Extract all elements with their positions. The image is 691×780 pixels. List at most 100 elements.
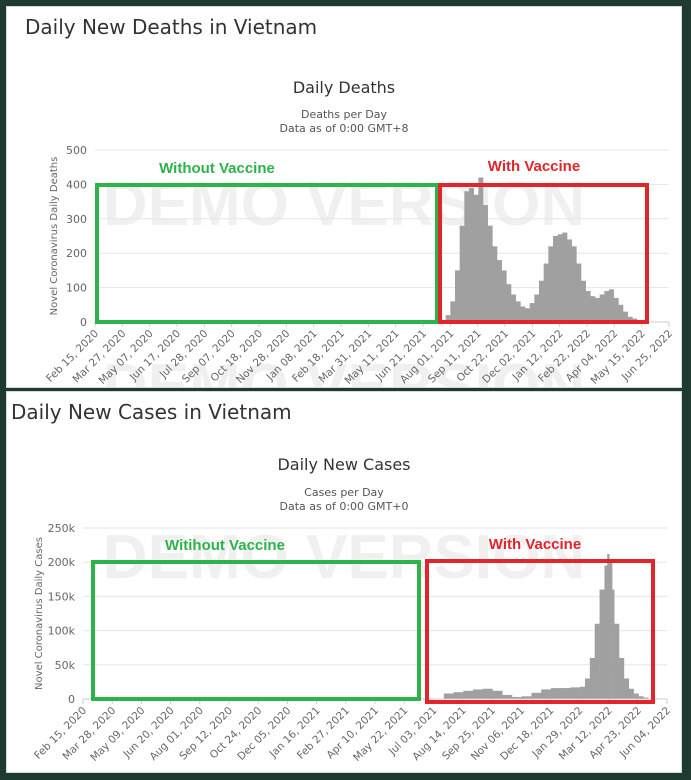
- data-bar: [511, 294, 516, 322]
- y-tick-label: 200: [66, 247, 87, 260]
- data-bar: [520, 306, 526, 322]
- deaths-panel-heading: Daily New Deaths in Vietnam: [25, 15, 318, 39]
- y-tick-label: 250k: [48, 522, 76, 535]
- data-bar: [594, 623, 600, 699]
- data-bar: [501, 270, 507, 322]
- data-bar: [560, 688, 571, 699]
- chart-title: Daily New Cases: [277, 455, 410, 474]
- data-bar: [623, 678, 630, 699]
- data-bar: [487, 225, 493, 322]
- data-bar: [584, 678, 591, 699]
- data-bar: [633, 693, 639, 699]
- data-bar: [619, 657, 625, 699]
- deaths-panel: Daily New Deaths in Vietnam DEMO VERSION…: [6, 6, 682, 388]
- data-bar: [604, 565, 608, 699]
- data-bar: [463, 690, 474, 699]
- data-bar: [607, 553, 610, 699]
- y-tick-label: 0: [68, 693, 75, 706]
- y-axis-label: Novel Coronavirus Daily Cases: [34, 537, 45, 690]
- data-bar: [589, 657, 595, 699]
- data-bar: [445, 315, 451, 322]
- data-bar: [478, 177, 484, 322]
- chart-subtitle-timestamp: Data as of 0:00 GMT+0: [280, 500, 409, 513]
- y-axis-label: Novel Coronavirus Daily Deaths: [49, 157, 60, 316]
- data-bar: [614, 623, 620, 699]
- data-bar: [553, 236, 558, 322]
- data-bar: [482, 688, 493, 699]
- chart-subtitle: Cases per Day: [304, 486, 384, 499]
- data-bar: [585, 291, 591, 322]
- with-vaccine-box: [425, 559, 655, 704]
- data-bar: [506, 284, 512, 322]
- data-bar: [525, 308, 530, 322]
- data-bar: [473, 194, 479, 322]
- data-bar: [492, 246, 498, 322]
- chart-subtitle: Deaths per Day: [301, 108, 387, 121]
- data-bar: [483, 205, 488, 322]
- cases-panel: Daily New Cases in Vietnam DEMO VERSION D…: [6, 391, 682, 773]
- data-bar: [473, 689, 484, 699]
- with-vaccine-label: With Vaccine: [488, 158, 580, 175]
- data-bar: [581, 280, 586, 322]
- data-bar: [643, 697, 649, 699]
- y-tick-label: 50k: [55, 659, 76, 672]
- data-bar: [604, 291, 610, 322]
- data-bar: [450, 301, 456, 322]
- chart-subtitle-timestamp: Data as of 0:00 GMT+8: [280, 122, 409, 135]
- data-bar: [541, 689, 552, 699]
- cases-chart: DEMO VERSION Daily New Cases Cases per Day…: [32, 455, 673, 764]
- data-bar: [539, 280, 544, 322]
- data-bar: [580, 686, 586, 699]
- data-bar: [638, 696, 644, 699]
- data-bar: [453, 692, 464, 699]
- without-vaccine-box: [95, 183, 439, 324]
- bottom-strip: [0, 774, 691, 780]
- data-bar: [599, 294, 605, 322]
- data-bar: [557, 234, 563, 322]
- data-bar: [571, 246, 577, 322]
- y-tick-label: 200k: [48, 556, 76, 569]
- data-bar: [529, 303, 535, 322]
- chart-title: Daily Deaths: [293, 78, 395, 97]
- data-bar: [543, 263, 549, 322]
- data-bar: [627, 316, 633, 322]
- y-tick-label: 400: [66, 178, 87, 191]
- data-bar: [459, 225, 465, 322]
- data-bar: [469, 187, 474, 322]
- data-bar: [595, 297, 600, 322]
- data-bar: [534, 294, 540, 322]
- data-bar: [531, 692, 542, 699]
- without-vaccine-label: Witihout Vaccine: [165, 537, 285, 554]
- without-vaccine-box: [91, 560, 421, 701]
- watermark-text: DEMO VERSION: [103, 523, 585, 592]
- deaths-chart: DEMO VERSION DEMO VERSION Daily Deaths Deat…: [44, 78, 675, 387]
- data-bar: [613, 297, 619, 322]
- data-bar: [609, 562, 613, 699]
- data-bar: [548, 246, 554, 322]
- data-bar: [502, 694, 513, 699]
- y-tick-label: 100: [66, 282, 87, 295]
- data-bar: [562, 232, 568, 322]
- cases-panel-heading: Daily New Cases in Vietnam: [11, 400, 292, 424]
- data-bar: [576, 263, 582, 322]
- without-vaccine-label: Without Vaccine: [159, 160, 275, 177]
- data-bar: [609, 289, 614, 322]
- data-bar: [590, 296, 596, 322]
- data-bar: [521, 696, 532, 699]
- data-bar: [515, 301, 521, 322]
- data-bar: [492, 690, 503, 699]
- data-bar: [612, 589, 615, 699]
- watermark-text: DEMO VERSION: [103, 352, 585, 387]
- watermark-text: DEMO VERSION: [103, 170, 585, 239]
- data-bar: [550, 688, 561, 699]
- data-bar: [455, 270, 460, 322]
- data-bar: [443, 693, 454, 699]
- data-bar: [618, 304, 624, 322]
- with-vaccine-box: [438, 183, 649, 324]
- data-bar: [623, 311, 628, 322]
- data-bar: [497, 260, 502, 322]
- y-tick-label: 300: [66, 213, 87, 226]
- data-bar: [464, 191, 470, 322]
- data-bar: [511, 696, 522, 699]
- data-bar: [599, 589, 605, 699]
